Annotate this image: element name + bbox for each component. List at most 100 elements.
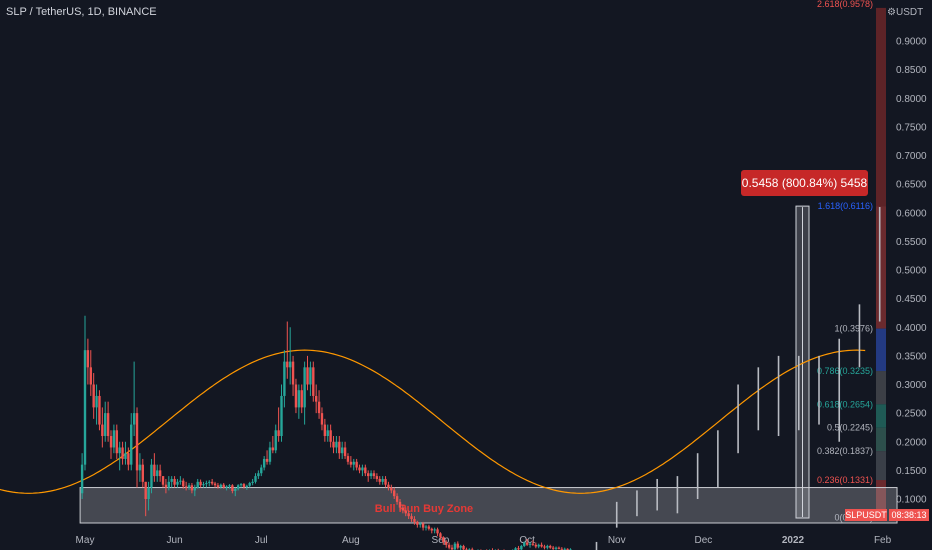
candle-body [228, 485, 231, 487]
candle-body [254, 476, 257, 482]
candle-body [210, 481, 214, 484]
fib-level-label: 1.618(0.6116) [818, 201, 873, 211]
candle-body [138, 464, 142, 471]
candle-body [517, 548, 520, 550]
fib-zone-strip [876, 427, 886, 452]
candle-body [312, 367, 315, 396]
candle-body [413, 519, 416, 522]
price-axis-label: 0.6500 [896, 180, 927, 191]
price-axis-label: 0.6000 [896, 208, 927, 219]
time-axis-label: Jul [255, 535, 268, 546]
candle-body [398, 501, 402, 508]
candle-body [306, 367, 309, 385]
fib-level-label: 0.382(0.1837) [817, 446, 873, 456]
candle-body [424, 526, 428, 528]
price-axis-label: 0.4000 [896, 323, 927, 334]
candle-body [187, 485, 191, 488]
candle-body [222, 484, 225, 488]
candle-body [459, 545, 462, 548]
time-axis-label: Nov [608, 535, 626, 546]
candle-body [213, 483, 217, 486]
candle-body [193, 487, 197, 491]
candle-body [92, 384, 95, 408]
candle-body [427, 526, 431, 529]
candle-body [127, 453, 130, 465]
candle-body [387, 484, 390, 488]
fib-zone-strip [876, 206, 886, 329]
symbol-title: SLP / TetherUS, 1D, BINANCE [6, 6, 157, 18]
fib-zone-strip [876, 371, 886, 405]
time-axis-label: Dec [695, 535, 713, 546]
candle-body [86, 350, 90, 368]
candle-body [540, 544, 543, 547]
fib-level-label: 0.5(0.2245) [827, 423, 873, 433]
candle-body [450, 547, 454, 550]
candle-body [231, 485, 234, 491]
candle-body [205, 482, 208, 485]
candle-body [314, 395, 318, 402]
candle-body [184, 486, 188, 488]
candle-body [176, 481, 179, 485]
candle-body [317, 401, 321, 414]
candle-body [355, 461, 358, 468]
candle-body [349, 461, 353, 465]
candle-body [361, 467, 364, 471]
fib-level-label: 1(0.3976) [834, 324, 873, 334]
price-axis-label: 0.2000 [896, 437, 927, 448]
candle-body [421, 523, 425, 528]
candle-body [390, 487, 393, 491]
candle-body [525, 542, 529, 545]
candle-body [297, 390, 301, 408]
candle-body [95, 395, 98, 408]
candle-body [271, 447, 275, 451]
candle-body [300, 390, 303, 408]
candle-body [430, 528, 433, 531]
candle-body [335, 441, 338, 448]
candle-body [167, 481, 171, 488]
candle-body [135, 413, 139, 471]
candle-body [141, 464, 144, 482]
candle-body [268, 447, 272, 462]
candle-body [179, 480, 182, 482]
candle-body [326, 430, 329, 437]
price-axis-label: 0.7000 [896, 151, 927, 162]
time-axis-label: Jun [167, 535, 183, 546]
candle-body [309, 367, 312, 385]
candle-body [106, 413, 110, 437]
fib-zone-strip [876, 328, 886, 372]
time-axis-label: Feb [874, 535, 892, 546]
candle-body [456, 543, 459, 548]
candle-body [358, 467, 361, 471]
candle-body [445, 541, 448, 545]
price-axis-label: 0.3500 [896, 351, 927, 362]
time-axis-label: Aug [342, 535, 360, 546]
candle-body [447, 544, 451, 548]
candle-body [283, 361, 286, 396]
candle-body [551, 547, 555, 549]
candle-body [280, 395, 283, 437]
candle-body [202, 484, 205, 486]
candle-body [115, 430, 118, 454]
price-axis-label: 0.1500 [896, 466, 927, 477]
candle-body [381, 478, 384, 482]
candle-body [124, 453, 127, 459]
candle-body [219, 484, 223, 487]
candle-body [130, 424, 133, 465]
candle-body [343, 447, 347, 457]
countdown-tag [889, 509, 929, 521]
fib-zone-strip [876, 480, 886, 518]
last-price-countdown: 08:38:13 [891, 510, 926, 520]
candle-body [83, 350, 87, 465]
price-axis-label: 0.1000 [896, 495, 927, 506]
candle-body [332, 441, 335, 448]
time-axis-label: 2022 [782, 535, 805, 546]
candle-body [557, 547, 561, 549]
candle-body [164, 484, 168, 488]
candle-body [520, 545, 523, 550]
candle-body [80, 464, 84, 494]
candle-body [150, 464, 153, 488]
candle-body [216, 485, 220, 487]
candle-body [323, 424, 327, 437]
candle-body [395, 496, 399, 502]
